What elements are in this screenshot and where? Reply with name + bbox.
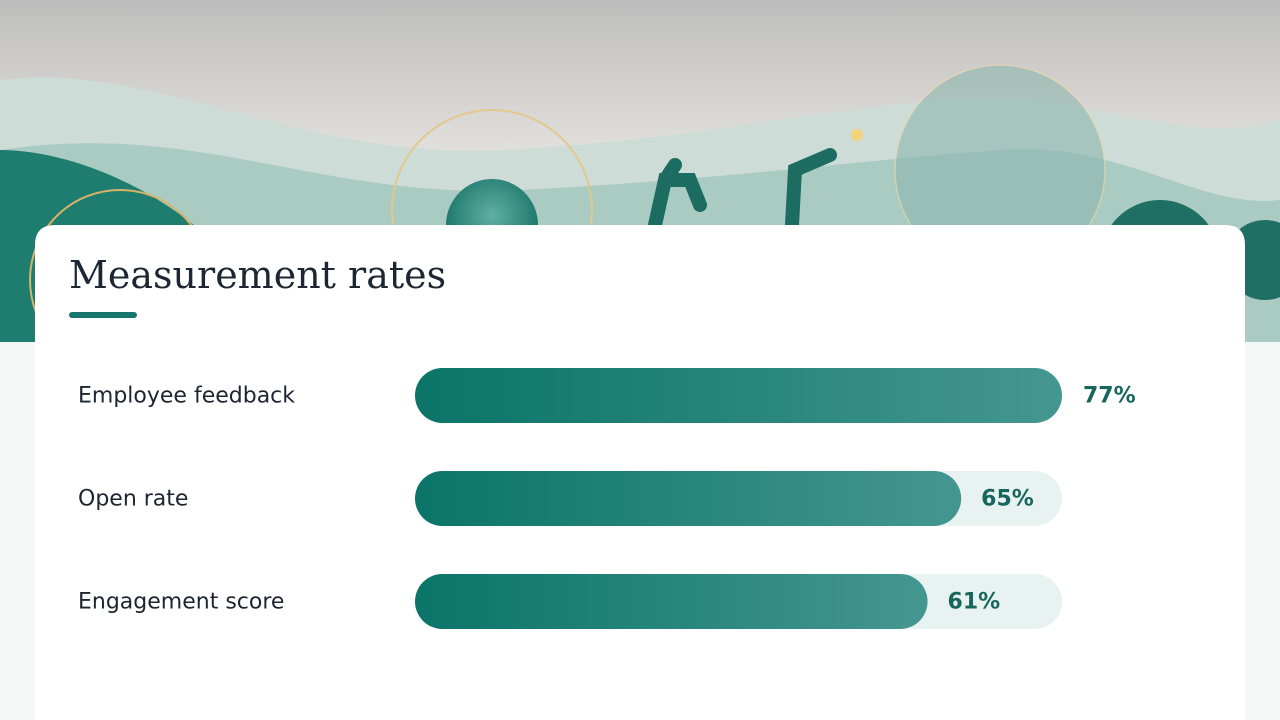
value-label: 61% (948, 590, 1001, 615)
bar (415, 471, 962, 526)
value-label: 65% (981, 487, 1034, 512)
value-label: 77% (1083, 384, 1136, 409)
bar (415, 368, 1062, 423)
category-label: Open rate (78, 487, 188, 512)
category-label: Employee feedback (78, 384, 295, 409)
category-label: Engagement score (78, 590, 284, 615)
bar (415, 574, 928, 629)
title-underline (69, 312, 137, 318)
chart-title: Measurement rates (69, 253, 446, 297)
